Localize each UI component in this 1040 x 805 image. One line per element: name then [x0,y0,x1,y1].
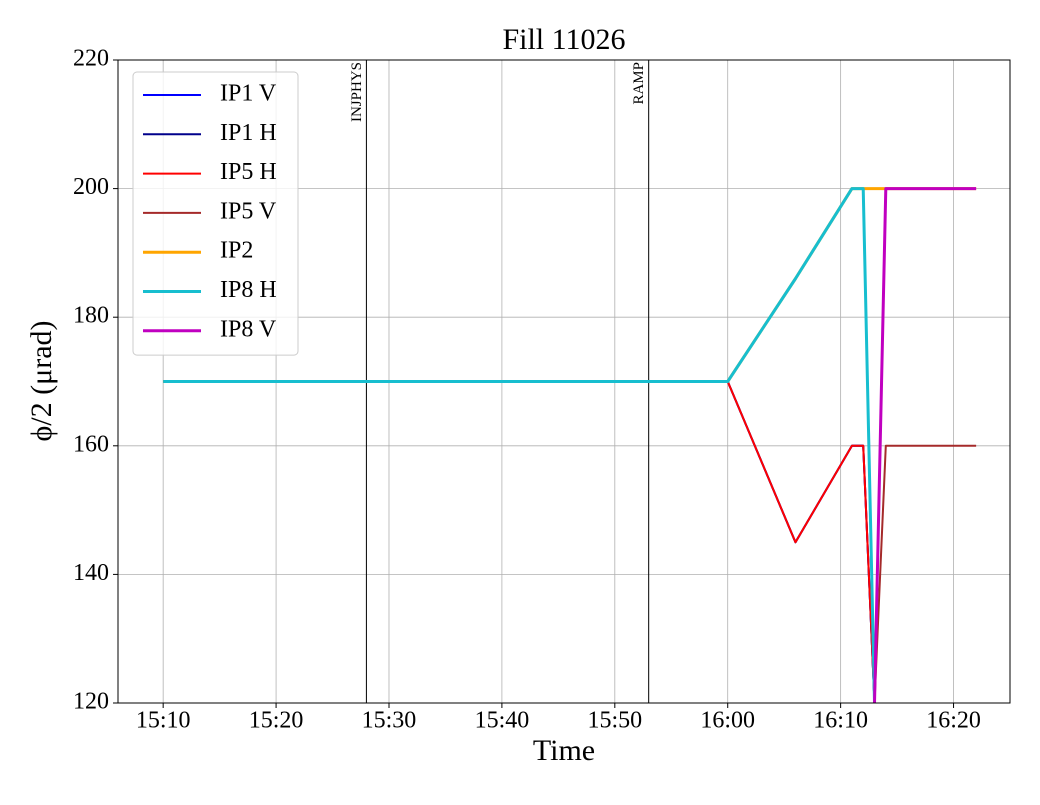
plot-lines [163,187,977,703]
event-label: INJPHYS [349,62,365,122]
legend-label: IP5 H [220,159,277,185]
axes-frame [117,59,1011,704]
event-label: RAMP [631,62,647,105]
y-tick-label: 200 [73,174,109,200]
legend-label: IP2 [220,238,253,264]
x-tick-label: 15:50 [587,708,642,734]
x-axis-label: Time [533,734,595,767]
y-tick-label: 180 [73,303,109,329]
legend-box [132,71,299,356]
x-tick-label: 15:40 [475,708,530,734]
legend: IP1 V IP1 H IP5 H IP5 V IP2 IP8 H IP8 V [132,71,299,356]
x-tick-label: 16:20 [926,708,981,734]
x-tick-label: 15:20 [249,708,304,734]
legend-label: IP8 H [220,277,277,303]
y-tick-label: 160 [73,431,109,457]
x-tick-label: 16:10 [813,708,868,734]
series-line [163,187,877,703]
y-tick-label: 220 [73,46,109,72]
chart-title: Fill 11026 [502,23,625,56]
y-tick-label: 140 [73,560,109,586]
y-axis-label: ϕ/2 (μrad) [25,321,58,442]
legend-label: IP5 V [220,198,277,224]
x-tick-label: 15:30 [362,708,417,734]
y-tick-label: 120 [73,689,109,715]
legend-label: IP1 V [220,81,277,107]
series-line [873,187,977,703]
x-tick-label: 16:00 [700,708,755,734]
x-tick-label: 15:10 [136,708,191,734]
legend-label: IP1 H [220,120,277,146]
legend-label: IP8 V [220,316,277,342]
series-line [873,444,977,703]
